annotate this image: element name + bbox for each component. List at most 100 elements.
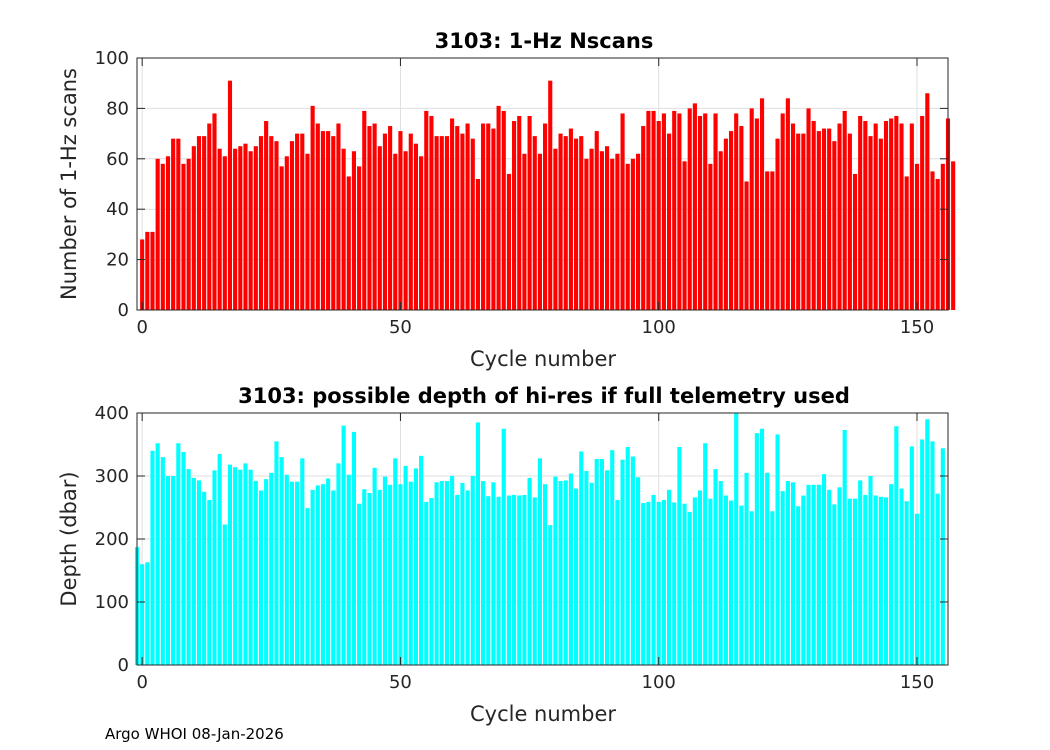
chart-depth-bar — [264, 479, 269, 665]
chart-nscans-bar — [708, 163, 713, 310]
chart-depth-bar — [155, 443, 160, 665]
chart-nscans-bar — [243, 143, 248, 310]
chart-depth-xlabel: Cycle number — [470, 702, 616, 726]
chart-nscans-bar — [398, 131, 403, 310]
chart-depth-bar — [253, 481, 258, 665]
chart-depth-bar — [501, 428, 506, 665]
chart-nscans-bar — [351, 151, 357, 310]
footer-credit: Argo WHOI 08-Jan-2026 — [105, 725, 284, 743]
chart-nscans-bar — [346, 176, 351, 310]
chart-depth-bar — [455, 494, 460, 665]
chart-depth-bar — [630, 456, 635, 665]
chart-depth-bar — [610, 450, 615, 665]
chart-depth-bar — [790, 482, 796, 665]
chart-depth-bar — [543, 484, 548, 665]
chart-nscans-bar — [393, 153, 398, 310]
chart-depth-bar — [357, 503, 362, 665]
chart-depth-bar — [734, 413, 739, 665]
chart-depth-bar — [883, 497, 889, 665]
chart-depth-bar — [248, 469, 253, 665]
chart-depth-bar — [486, 496, 491, 665]
chart-nscans-bar — [811, 121, 816, 310]
chart-depth-bar — [842, 430, 847, 665]
chart-nscans-bar — [212, 113, 217, 310]
chart-nscans-xtick-label: 150 — [900, 317, 934, 338]
chart-nscans-bar — [739, 126, 744, 310]
chart-depth-bar — [527, 477, 532, 665]
chart-depth-bar — [605, 470, 610, 665]
chart-depth-bar — [300, 458, 305, 665]
chart-nscans-bar — [951, 161, 956, 310]
chart-nscans-bar — [692, 103, 697, 310]
chart-depth-bar — [460, 482, 465, 665]
chart-depth-bar — [666, 489, 672, 665]
chart-nscans-bar — [666, 133, 672, 310]
chart-depth-bar — [739, 505, 744, 665]
chart-depth-ytick-label: 200 — [95, 529, 129, 550]
chart-nscans-bar — [145, 231, 150, 310]
chart-depth-bar — [594, 458, 599, 665]
chart-nscans-bar — [775, 138, 780, 310]
chart-nscans-ytick-label: 80 — [106, 98, 129, 119]
chart-nscans-bar — [279, 166, 284, 310]
chart-depth-bar — [382, 476, 388, 665]
chart-nscans-bar — [258, 136, 264, 310]
chart-depth-bar — [548, 525, 553, 665]
chart-depth-bar — [682, 503, 687, 665]
chart-nscans-bar — [780, 113, 785, 310]
chart-nscans-bar — [253, 146, 258, 310]
chart-nscans-bar — [894, 115, 899, 311]
chart-depth-bar — [181, 452, 186, 665]
chart-depth-bar — [424, 501, 429, 665]
chart-depth-bar — [713, 469, 718, 665]
chart-depth-bar — [749, 511, 754, 665]
chart-depth-bar — [754, 433, 759, 665]
chart-depth-bar — [646, 501, 651, 665]
chart-depth-bar — [481, 481, 486, 665]
chart-depth-bar — [827, 489, 832, 665]
chart-nscans-bar — [429, 115, 434, 311]
chart-nscans-bar — [284, 156, 289, 310]
chart-nscans-bar — [191, 146, 196, 310]
chart-depth-bar — [801, 495, 806, 665]
chart-depth-bar — [847, 498, 852, 665]
chart-depth-xtick-label: 100 — [642, 672, 676, 693]
chart-depth-bar — [408, 481, 413, 665]
chart-nscans-bar — [821, 128, 827, 310]
chart-nscans-ytick-label: 0 — [118, 300, 129, 321]
chart-depth-bar — [439, 481, 444, 665]
chart-depth-bar — [238, 469, 243, 665]
chart-depth-bar — [289, 481, 295, 665]
chart-nscans-bar — [501, 110, 506, 310]
chart-nscans-bar — [450, 118, 455, 310]
chart-nscans-bar — [367, 126, 372, 310]
chart-nscans-bar — [289, 141, 295, 310]
chart-depth-bar — [703, 443, 708, 665]
chart-depth-bar — [537, 458, 542, 665]
chart-depth-bar — [914, 513, 920, 665]
chart-depth-bar — [532, 497, 537, 665]
chart-nscans-bar — [697, 115, 703, 311]
chart-nscans-bar — [584, 158, 589, 310]
chart-depth-bar — [506, 495, 511, 665]
chart-nscans-bar — [274, 141, 279, 310]
chart-depth-bar — [196, 480, 202, 665]
chart-nscans-bar — [920, 115, 925, 311]
chart-depth-bar — [305, 508, 310, 665]
chart-nscans-bar — [687, 108, 692, 311]
chart-nscans-bar — [543, 123, 548, 311]
chart-depth-bar — [217, 453, 222, 665]
chart-nscans-bar — [160, 163, 165, 310]
chart-nscans-bar — [238, 146, 243, 310]
chart-nscans-bar — [202, 136, 207, 310]
chart-nscans-bar — [233, 148, 238, 310]
chart-nscans-bar — [677, 113, 682, 310]
chart-nscans-bar — [357, 166, 362, 310]
chart-depth: 3103: possible depth of hi-res if full t… — [57, 384, 949, 726]
chart-depth-ytick-label: 300 — [95, 466, 129, 487]
chart-depth-bar — [568, 473, 573, 665]
chart-depth-bar — [852, 498, 858, 665]
chart-depth-bar — [346, 474, 351, 665]
chart-depth-bar — [222, 524, 227, 665]
chart-nscans-ytick-label: 60 — [106, 149, 129, 170]
